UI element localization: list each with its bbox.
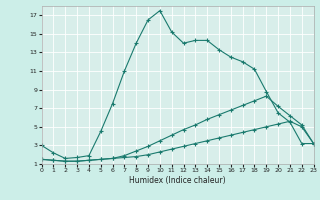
X-axis label: Humidex (Indice chaleur): Humidex (Indice chaleur) (129, 176, 226, 185)
